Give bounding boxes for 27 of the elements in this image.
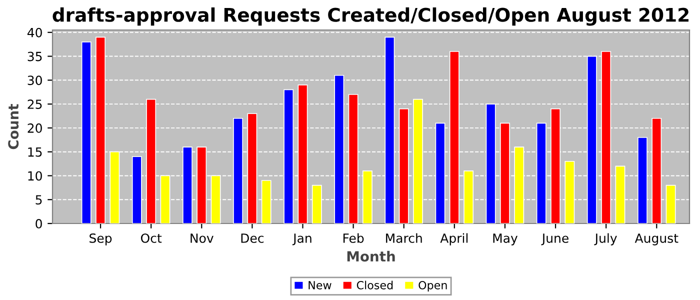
y-tick-label: 0 — [36, 218, 42, 228]
x-tick-label: May — [493, 234, 518, 246]
y-tick-label: 35 — [28, 52, 42, 62]
x-tick-label: Dec — [241, 234, 264, 243]
x-tick-label: Nov — [190, 234, 214, 243]
y-tick-label: 30 — [28, 76, 42, 86]
x-tick-label: April — [440, 233, 468, 246]
chart-title: drafts-approval Requests Created/Closed/Open August 2012 — [52, 7, 688, 26]
legend-label: New — [308, 281, 332, 290]
x-tick-label: Sep — [90, 233, 112, 246]
y-tick-label: 25 — [28, 100, 42, 109]
x-tick-label: June — [541, 234, 568, 246]
x-tick-label: Jan — [292, 234, 312, 246]
y-tick-label: 5 — [36, 195, 42, 205]
x-tick-label: August — [634, 234, 678, 246]
y-tick-label: 15 — [28, 147, 42, 157]
y-tick-label: 40 — [27, 28, 42, 38]
x-axis-title: Month — [347, 250, 395, 262]
y-tick-label: 10 — [28, 171, 42, 181]
y-axis-title: Count — [8, 104, 19, 150]
x-tick-label: Oct — [140, 233, 162, 243]
x-tick-label: July — [594, 233, 617, 246]
x-tick-label: Feb — [343, 233, 364, 243]
x-tick-label: March — [386, 233, 422, 243]
y-tick-label: 20 — [28, 123, 42, 133]
legend-label: Closed — [356, 280, 393, 290]
legend-label: Open — [418, 280, 447, 292]
